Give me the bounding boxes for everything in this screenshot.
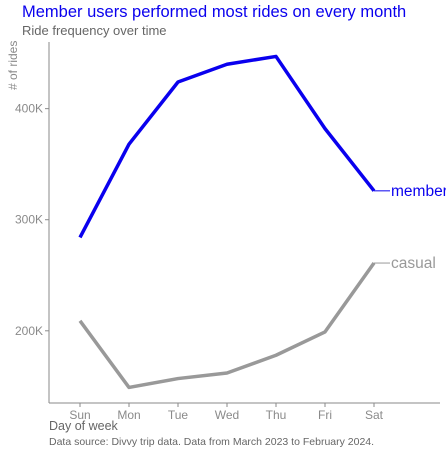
x-tick-label: Mon: [117, 408, 140, 420]
axes: [48, 42, 440, 404]
chart-subtitle: Ride frequency over time: [22, 23, 167, 38]
line-chart: 200K 300K 400K Sun Mon Tue Wed Thu Fri Sat membe…: [15, 42, 446, 420]
series-labels: member casual: [374, 183, 446, 272]
x-tick-label: Tue: [168, 408, 189, 420]
chart-title: Member users performed most rides on eve…: [22, 3, 407, 21]
y-tick-label: 200K: [15, 324, 43, 338]
x-ticks: Sun Mon Tue Wed Thu Fri Sat: [69, 403, 384, 420]
x-axis-label: Day of week: [49, 419, 118, 433]
series-lines: [78, 54, 376, 390]
x-tick-label: Sun: [69, 408, 90, 420]
y-tick-label: 300K: [15, 213, 43, 227]
series-line-member: [78, 54, 376, 239]
y-tick-label: 400K: [15, 102, 43, 116]
chart-caption: Data source: Divvy trip data. Data from …: [49, 436, 375, 448]
x-tick-label: Sat: [365, 408, 384, 420]
series-line-casual: [78, 262, 376, 390]
x-tick-label: Wed: [215, 408, 239, 420]
x-tick-label: Fri: [318, 408, 332, 420]
y-ticks: 200K 300K 400K: [15, 102, 49, 338]
series-label-member: member: [391, 183, 446, 200]
x-tick-label: Thu: [266, 408, 287, 420]
series-label-casual: casual: [391, 255, 436, 272]
